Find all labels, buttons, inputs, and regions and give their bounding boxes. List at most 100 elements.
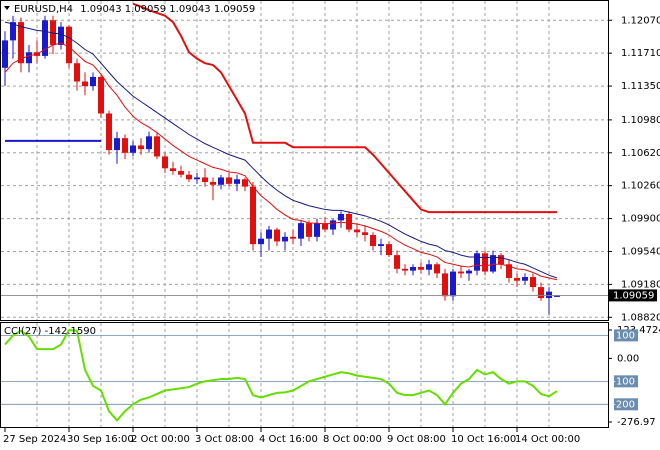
y-tick-label: 1.11710 (621, 48, 660, 59)
y-tick-label: 1.10260 (621, 181, 660, 192)
candle-body (106, 113, 112, 151)
cci-header: CCI(27) -142.1590 (4, 326, 96, 337)
candle-body (226, 177, 232, 184)
price-label: 1.09059 (613, 290, 654, 301)
candle-body (410, 267, 416, 271)
y-tick-label: 1.08820 (621, 312, 660, 323)
candle-body (154, 136, 160, 157)
candle-body (530, 277, 536, 288)
candle-body (434, 264, 440, 274)
candle-body (146, 136, 152, 150)
y-tick-label: 1.09900 (621, 214, 660, 225)
candle-body (522, 277, 528, 281)
candle-body (474, 253, 480, 271)
candle-body (338, 214, 344, 221)
level-label: -200 (612, 399, 635, 410)
candle-body (202, 177, 208, 183)
candle-body (186, 174, 192, 180)
last-open: 1.09043 (80, 4, 121, 15)
y-tick-label: 1.09540 (621, 246, 660, 257)
x-tick-label: 9 Oct 08:00 (387, 434, 446, 445)
candle-body (458, 271, 464, 274)
candle-body (466, 270, 472, 274)
candle-body (130, 145, 136, 153)
candle-body (442, 273, 448, 297)
candle-body (2, 40, 8, 68)
candle-body (426, 264, 432, 270)
cci-panel (0, 322, 609, 428)
candle-body (234, 179, 240, 184)
candle-body (546, 291, 552, 299)
last-high: 1.09059 (125, 4, 166, 15)
level-box (614, 398, 638, 411)
x-tick-label: 4 Oct 16:00 (259, 434, 318, 445)
x-tick-label: 2 Oct 00:00 (131, 434, 190, 445)
cci-last: -142.1590 (45, 326, 96, 337)
candle-body (138, 145, 144, 150)
candle-body (330, 220, 336, 230)
candle-body (418, 267, 424, 270)
candle-body (450, 271, 456, 297)
symbol: EURUSD,H4 (14, 4, 73, 15)
x-tick-label: 14 Oct 00:00 (515, 434, 580, 445)
candle-body (250, 186, 256, 245)
level-label: 100 (616, 330, 635, 341)
candle-body (554, 295, 560, 297)
candle-body (66, 26, 72, 64)
y-tick-label: 1.12070 (621, 15, 660, 26)
menu-arrow (4, 6, 10, 10)
candle-body (506, 264, 512, 278)
candle-body (18, 22, 24, 64)
candle-body (306, 223, 312, 237)
candle-body (26, 52, 32, 64)
candle-body (290, 236, 296, 239)
x-tick-label: 3 Oct 08:00 (195, 434, 254, 445)
candle-body (498, 255, 504, 265)
y-tick-label: 0.00 (617, 353, 639, 364)
axes: 27 Sep 2024 30 Sep 16:002 Oct 00:00 3 Oct … (3, 15, 660, 445)
candle-body (354, 229, 360, 233)
candle-body (490, 255, 496, 272)
candle-body (394, 255, 400, 269)
cci-line (4, 329, 558, 422)
x-tick-label: 30 Sep 16:00 (67, 434, 134, 445)
cci-plot (1, 329, 608, 422)
candle-body (242, 179, 248, 187)
y-tick-label: 1.11350 (621, 81, 660, 92)
y-tick-label: 1.09180 (621, 279, 660, 290)
candle-body (210, 182, 216, 185)
candle-body (10, 22, 16, 41)
x-tick-label: 8 Oct 00:00 (323, 434, 382, 445)
symbol-header: EURUSD,H4 1.09043 1.09059 1.09043 1.0905… (14, 4, 255, 15)
candle-body (378, 244, 384, 246)
candle-body (42, 20, 48, 56)
candle-body (98, 76, 104, 114)
candle-body (218, 177, 224, 185)
candle-body (314, 223, 320, 237)
candle-body (266, 229, 272, 239)
y-tick-label: 1.10980 (621, 115, 660, 126)
x-tick-label: 10 Oct 16:00 (451, 434, 516, 445)
candle-body (170, 168, 176, 172)
level-label: -100 (612, 376, 635, 387)
candle-body (82, 81, 88, 87)
price-box (609, 289, 657, 302)
candle-body (386, 244, 392, 256)
x-tick-label: 27 Sep 2024 (3, 434, 66, 445)
candle-body (370, 235, 376, 246)
candle-body (178, 171, 184, 175)
y-tick-label: -276.97 (617, 417, 656, 428)
candle-body (282, 236, 288, 242)
last-close: 1.09059 (214, 4, 255, 15)
candle-body (362, 232, 368, 236)
y-tick-label: 123.4724 (617, 325, 660, 336)
level-box (614, 375, 638, 388)
candle-body (274, 229, 280, 242)
candle-body (322, 223, 328, 230)
cci-title: CCI(27) (4, 326, 42, 337)
last-low: 1.09043 (169, 4, 210, 15)
candle-body (346, 214, 352, 230)
price-plot (1, 2, 608, 315)
candle-body (114, 138, 120, 151)
